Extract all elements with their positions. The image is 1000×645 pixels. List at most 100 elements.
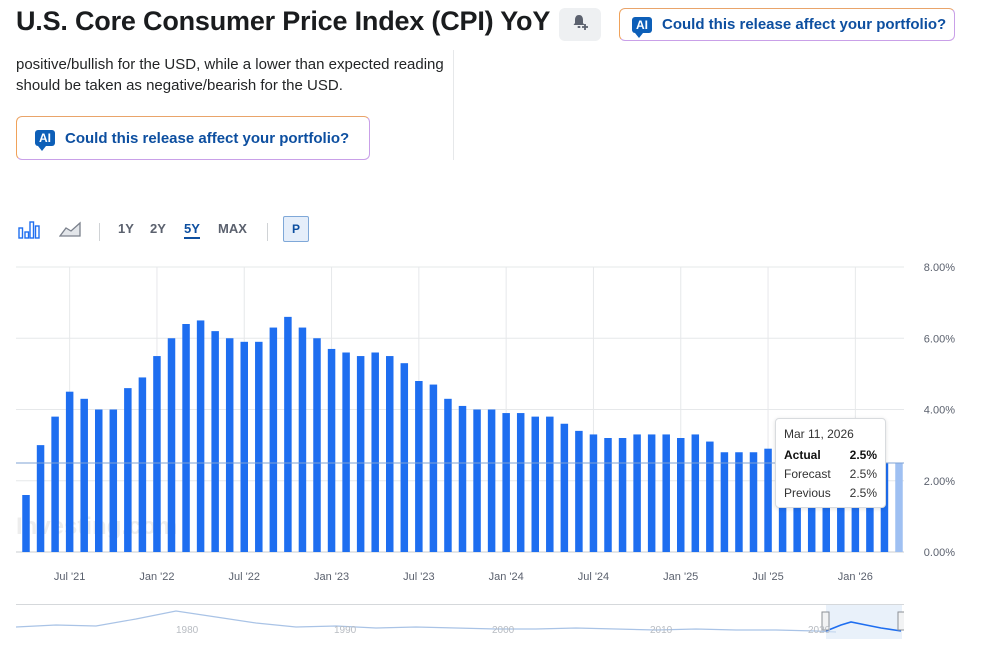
- tooltip-date: Mar 11, 2026: [784, 427, 854, 441]
- column-divider: [453, 50, 454, 160]
- range-2y[interactable]: 2Y: [150, 221, 166, 236]
- bar: [662, 434, 670, 552]
- y-tick-label: 8.00%: [924, 262, 955, 274]
- bar: [575, 430, 583, 552]
- bar: [647, 434, 656, 552]
- bar: [240, 341, 248, 552]
- bar: [444, 398, 452, 552]
- bar: [386, 356, 394, 552]
- bar: [458, 405, 467, 552]
- bar: [182, 324, 190, 552]
- navigator-sparkline[interactable]: 1980 1990 2000 2010 2020: [15, 605, 906, 639]
- bar: [546, 416, 554, 552]
- range-5y[interactable]: 5Y: [184, 221, 200, 239]
- range-1y[interactable]: 1Y: [118, 221, 134, 236]
- bar: [284, 316, 292, 552]
- bar: [36, 445, 45, 552]
- bar: [895, 462, 903, 552]
- tooltip-actual-value: 2.5%: [849, 448, 877, 462]
- create-alert-button[interactable]: [559, 8, 601, 41]
- tooltip-actual-row: Actual 2.5%: [784, 446, 877, 465]
- bar: [589, 434, 598, 552]
- event-description: positive/bullish for the USD, while a lo…: [16, 56, 444, 94]
- bar: [880, 462, 889, 552]
- navigator-handle-right: [897, 611, 906, 631]
- bar: [313, 338, 321, 552]
- bar: [153, 356, 161, 552]
- navigator-history-line: [15, 610, 837, 633]
- bar: [269, 327, 278, 552]
- bar: [225, 338, 234, 552]
- x-tick-label: Jan '22: [139, 571, 174, 583]
- bar: [95, 409, 103, 552]
- bar: [516, 413, 525, 552]
- navigator-handle-left: [821, 611, 830, 631]
- bar: [633, 434, 641, 552]
- p-toggle-button[interactable]: P: [283, 216, 309, 242]
- toolbar-separator: [99, 223, 100, 241]
- chart-navigator[interactable]: 1980 1990 2000 2010 2020: [15, 604, 906, 639]
- ai-icon: AI: [632, 16, 652, 38]
- bar-chart-icon[interactable]: [18, 219, 40, 244]
- navigator-year-label: 1980: [176, 625, 199, 636]
- navigator-year-label: 1990: [334, 625, 357, 636]
- navigator-year-label: 2010: [650, 625, 673, 636]
- tooltip-forecast-row: Forecast 2.5%: [784, 465, 877, 484]
- bar: [22, 495, 30, 552]
- page-header: U.S. Core Consumer Price Index (CPI) YoY…: [0, 0, 1000, 50]
- bar: [691, 434, 700, 552]
- bar: [400, 363, 409, 552]
- bar: [415, 381, 423, 552]
- navigator-selection: [826, 605, 902, 639]
- ai-portfolio-button-header[interactable]: AI Could this release affect your portfo…: [619, 8, 955, 41]
- bar: [51, 416, 59, 552]
- navigator-selected-line: [825, 621, 902, 632]
- x-tick-label: Jul '24: [578, 571, 609, 583]
- bar: [487, 409, 496, 552]
- bar: [618, 438, 627, 552]
- tooltip-previous-value: 2.5%: [849, 486, 877, 500]
- tooltip-forecast-value: 2.5%: [849, 467, 877, 481]
- ai-icon: AI: [35, 130, 55, 151]
- bar: [167, 338, 176, 552]
- bar: [749, 452, 758, 552]
- x-tick-label: Jul '22: [229, 571, 260, 583]
- x-tick-label: Jan '25: [663, 571, 698, 583]
- x-tick-label: Jan '24: [489, 571, 524, 583]
- bar: [298, 327, 307, 552]
- y-tick-label: 2.00%: [924, 476, 955, 488]
- page-title: U.S. Core Consumer Price Index (CPI) YoY: [16, 6, 551, 36]
- bar: [124, 388, 132, 552]
- x-tick-label: Jan '26: [838, 571, 873, 583]
- y-tick-label: 0.00%: [924, 547, 955, 559]
- range-max[interactable]: MAX: [218, 221, 247, 236]
- bar: [706, 441, 714, 552]
- bell-plus-icon: [571, 13, 589, 36]
- bar: [604, 438, 612, 552]
- bar: [138, 377, 147, 552]
- ai-portfolio-button[interactable]: AI Could this release affect your portfo…: [16, 116, 370, 160]
- bar: [80, 398, 88, 552]
- bar: [109, 409, 118, 552]
- bar: [371, 352, 379, 552]
- x-tick-label: Jul '25: [752, 571, 783, 583]
- navigator-year-label: 2000: [492, 625, 515, 636]
- bar: [211, 331, 219, 552]
- navigator-year-label: 2020: [808, 625, 831, 636]
- bar: [720, 452, 729, 552]
- y-tick-label: 6.00%: [924, 333, 955, 345]
- cpi-bar-chart: 8.00% 6.00% 4.00% 2.00% 0.00% Jul '21 Jan '22 J…: [16, 262, 955, 583]
- chart-toolbar: 1Y 2Y 5Y MAX P: [16, 213, 346, 245]
- bar: [764, 448, 772, 552]
- tooltip-forecast-label: Forecast: [784, 467, 831, 481]
- bar: [255, 341, 263, 552]
- bar: [502, 413, 510, 552]
- tooltip-previous-row: Previous 2.5%: [784, 484, 877, 503]
- bar: [342, 352, 350, 552]
- bar: [677, 438, 685, 552]
- area-chart-icon[interactable]: [58, 219, 81, 244]
- ai-portfolio-label: Could this release affect your portfolio…: [662, 16, 947, 33]
- bar: [327, 348, 336, 552]
- bar: [429, 384, 438, 552]
- x-tick-label: Jul '23: [403, 571, 434, 583]
